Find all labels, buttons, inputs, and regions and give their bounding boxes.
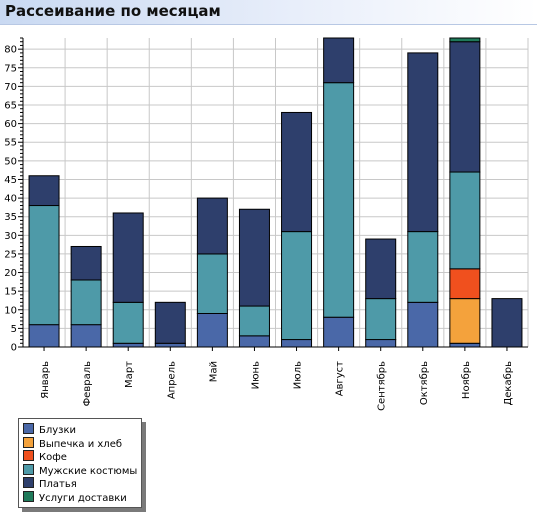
x-tick-label: Март — [124, 361, 135, 388]
bar-segment — [323, 82, 355, 318]
bar-segment — [449, 171, 481, 270]
bar-segment — [281, 339, 313, 348]
x-tick-label: Август — [335, 361, 346, 396]
bar-segment — [449, 37, 481, 43]
y-tick-label: 10 — [4, 305, 17, 316]
bar-segment — [449, 268, 481, 300]
legend-label: Услуги доставки — [39, 492, 127, 504]
legend-swatch — [23, 490, 34, 502]
bar-segment — [407, 301, 439, 348]
y-tick-label: 65 — [4, 101, 17, 112]
legend-item: Выпечка и хлеб — [23, 436, 123, 450]
x-tick-label: Декабрь — [503, 361, 514, 406]
bar-segment — [196, 312, 228, 348]
chart-title-bar: Рассеивание по месяцам — [0, 0, 537, 25]
legend-item: Услуги доставки — [23, 490, 127, 504]
bar-segment — [323, 37, 355, 84]
x-tick-label: Май — [208, 361, 219, 382]
y-axis: 0 5 10 15 20 25 30 35 40 45 50 55 60 65 70 75 80 — [4, 37, 528, 354]
legend-swatch — [23, 463, 34, 475]
x-tick-label: Ноябрь — [461, 361, 472, 399]
y-tick-label: 70 — [4, 82, 17, 93]
bar-segment — [281, 111, 313, 233]
legend-item: Платья — [23, 477, 77, 490]
y-tick-label: 55 — [4, 138, 17, 149]
legend-label: Мужские костюмы — [39, 465, 138, 477]
y-tick-label: 15 — [4, 287, 17, 298]
bar-segment — [281, 231, 313, 341]
bars — [28, 37, 523, 348]
bar-segment — [449, 298, 481, 344]
legend-label: Кофе — [39, 452, 67, 463]
x-tick-label: Февраль — [82, 361, 93, 407]
x-tick-label: Июль — [293, 361, 304, 389]
bar-segment — [238, 335, 270, 348]
bar-segment — [323, 316, 355, 348]
bar-segment — [238, 305, 270, 337]
bar-segment — [365, 298, 397, 341]
chart-title: Рассеивание по месяцам — [5, 2, 221, 20]
bar-segment — [196, 197, 228, 255]
bar-segment — [238, 208, 270, 307]
legend-item: Кофе — [23, 450, 67, 463]
legend-swatch — [23, 477, 34, 488]
bar-segment — [112, 212, 144, 303]
bar-segment — [365, 339, 397, 348]
bar-segment — [449, 41, 481, 173]
bar-segment — [28, 205, 60, 326]
x-tick-label: Апрель — [166, 361, 177, 399]
bar-segment — [70, 245, 102, 281]
bar-segment — [28, 175, 60, 207]
bar-segment — [407, 52, 439, 233]
bar-segment — [112, 342, 144, 348]
bar-segment — [112, 301, 144, 344]
bar-segment — [154, 301, 186, 344]
bar-segment — [70, 279, 102, 326]
bar-segment — [28, 324, 60, 348]
bar-segment — [365, 238, 397, 300]
x-tick-label: Январь — [40, 361, 51, 399]
legend-swatch — [23, 436, 34, 448]
legend-item: Мужские костюмы — [23, 463, 138, 477]
y-tick-label: 50 — [4, 156, 17, 167]
y-tick-label: 60 — [4, 119, 17, 130]
bar-segment — [449, 342, 481, 348]
x-tick-label: Июнь — [250, 361, 261, 389]
bar-segment — [491, 298, 523, 348]
legend-label: Платья — [39, 479, 77, 490]
legend-label: Блузки — [39, 425, 77, 436]
bar-segment — [154, 342, 186, 348]
legend-swatch — [23, 423, 34, 434]
x-tick-label: Сентябрь — [377, 361, 388, 411]
y-tick-label: 25 — [4, 249, 17, 260]
y-tick-label: 20 — [4, 268, 17, 279]
legend: Блузки Выпечка и хлеб Кофе Мужские костюмы П… — [18, 418, 142, 508]
y-tick-label: 5 — [11, 324, 17, 335]
y-tick-label: 45 — [4, 175, 17, 186]
y-tick-label: 35 — [4, 212, 17, 223]
x-tick-label: Октябрь — [419, 361, 430, 405]
y-tick-label: 40 — [4, 194, 17, 205]
x-axis-labels: Январь Февраль Март Апрель Май Июнь Июль Август… — [40, 361, 514, 411]
legend-swatch — [23, 450, 34, 461]
legend-label: Выпечка и хлеб — [39, 438, 123, 450]
y-tick-label: 75 — [4, 63, 17, 74]
bar-segment — [196, 253, 228, 314]
y-tick-label: 30 — [4, 231, 17, 242]
y-tick-label: 80 — [4, 45, 17, 56]
y-tick-label: 0 — [11, 343, 17, 354]
legend-item: Блузки — [23, 423, 76, 436]
bar-segment — [70, 324, 102, 348]
bar-segment — [407, 231, 439, 303]
